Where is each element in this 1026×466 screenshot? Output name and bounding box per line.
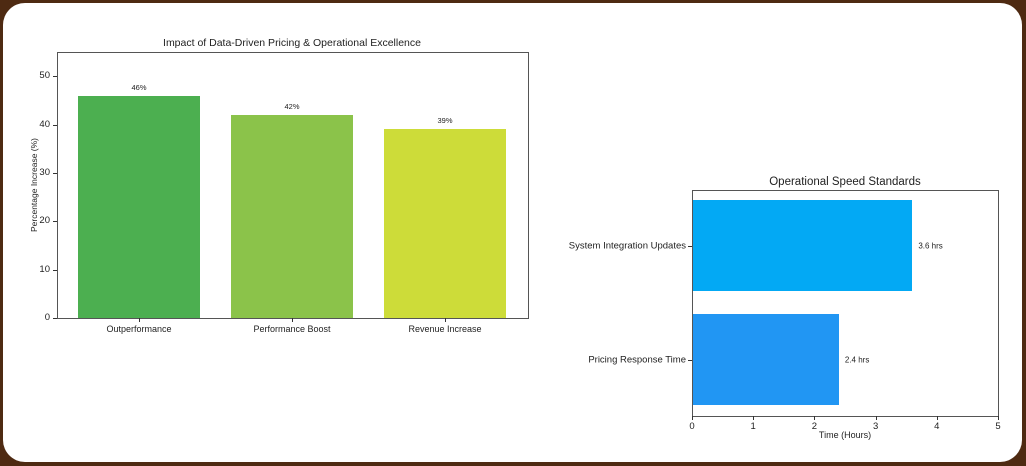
y-tick-mark: [53, 124, 57, 126]
x-tick-label: 4: [934, 421, 940, 432]
y-tick-label: 50: [39, 70, 50, 82]
x-tick-label: Revenue Increase: [408, 324, 482, 334]
bar-outperformance: [78, 95, 200, 318]
x-tick-label: 5: [995, 421, 1001, 432]
y-tick-label: 10: [39, 263, 50, 275]
bar-value-label: 46%: [131, 82, 147, 92]
x-tick-label: Outperformance: [106, 324, 172, 334]
x-tick-mark: [753, 416, 755, 420]
y-tick-mark: [53, 221, 57, 223]
x-tick-label: 3: [872, 421, 879, 432]
x-tick-mark: [692, 416, 693, 420]
x-tick-label: 0: [689, 421, 695, 432]
left-chart-title: Impact of Data-Driven Pricing & Operatio…: [163, 37, 421, 49]
right-plot-area: [692, 190, 999, 417]
y-tick-label: 0: [44, 312, 50, 323]
right-x-axis-label: Time (Hours): [818, 430, 872, 440]
bar-performance-boost: [231, 114, 353, 318]
y-tick-label: Pricing Response Time: [588, 354, 686, 365]
x-tick-mark: [814, 416, 816, 420]
right-chart-title: Operational Speed Standards: [769, 176, 921, 188]
y-tick-mark: [53, 269, 57, 271]
x-tick-mark: [139, 318, 140, 322]
y-tick-mark: [53, 318, 57, 319]
y-tick-label: System Integration Updates: [568, 240, 686, 251]
bar-value-label: 3.6 hrs: [918, 241, 943, 250]
x-tick-mark: [292, 318, 293, 322]
y-tick-label: 20: [39, 215, 50, 227]
chart-frame: Impact of Data-Driven Pricing & Operatio…: [3, 3, 1022, 462]
left-y-axis-label: Percentage Increase (%): [29, 137, 39, 233]
x-tick-mark: [875, 416, 877, 420]
y-tick-mark: [53, 172, 57, 174]
x-tick-label: 1: [750, 421, 756, 432]
y-tick-mark: [688, 245, 692, 247]
bar-value-label: 39%: [437, 116, 453, 126]
x-tick-label: Performance Boost: [253, 324, 331, 334]
x-tick-mark: [936, 416, 938, 420]
bar-value-label: 2.4 hrs: [844, 355, 870, 364]
y-tick-label: 30: [39, 166, 50, 178]
bar-revenue-increase: [384, 129, 506, 318]
left-plot-area: [57, 52, 529, 319]
bar-system-integration-updates: [693, 200, 913, 291]
x-tick-mark: [998, 416, 999, 420]
bar-value-label: 42%: [284, 101, 300, 111]
x-tick-label: 2: [811, 421, 818, 432]
y-tick-mark: [688, 359, 692, 361]
x-tick-mark: [445, 318, 446, 322]
y-tick-mark: [53, 76, 57, 78]
y-tick-label: 40: [39, 118, 50, 130]
bar-pricing-response-time: [693, 314, 839, 405]
